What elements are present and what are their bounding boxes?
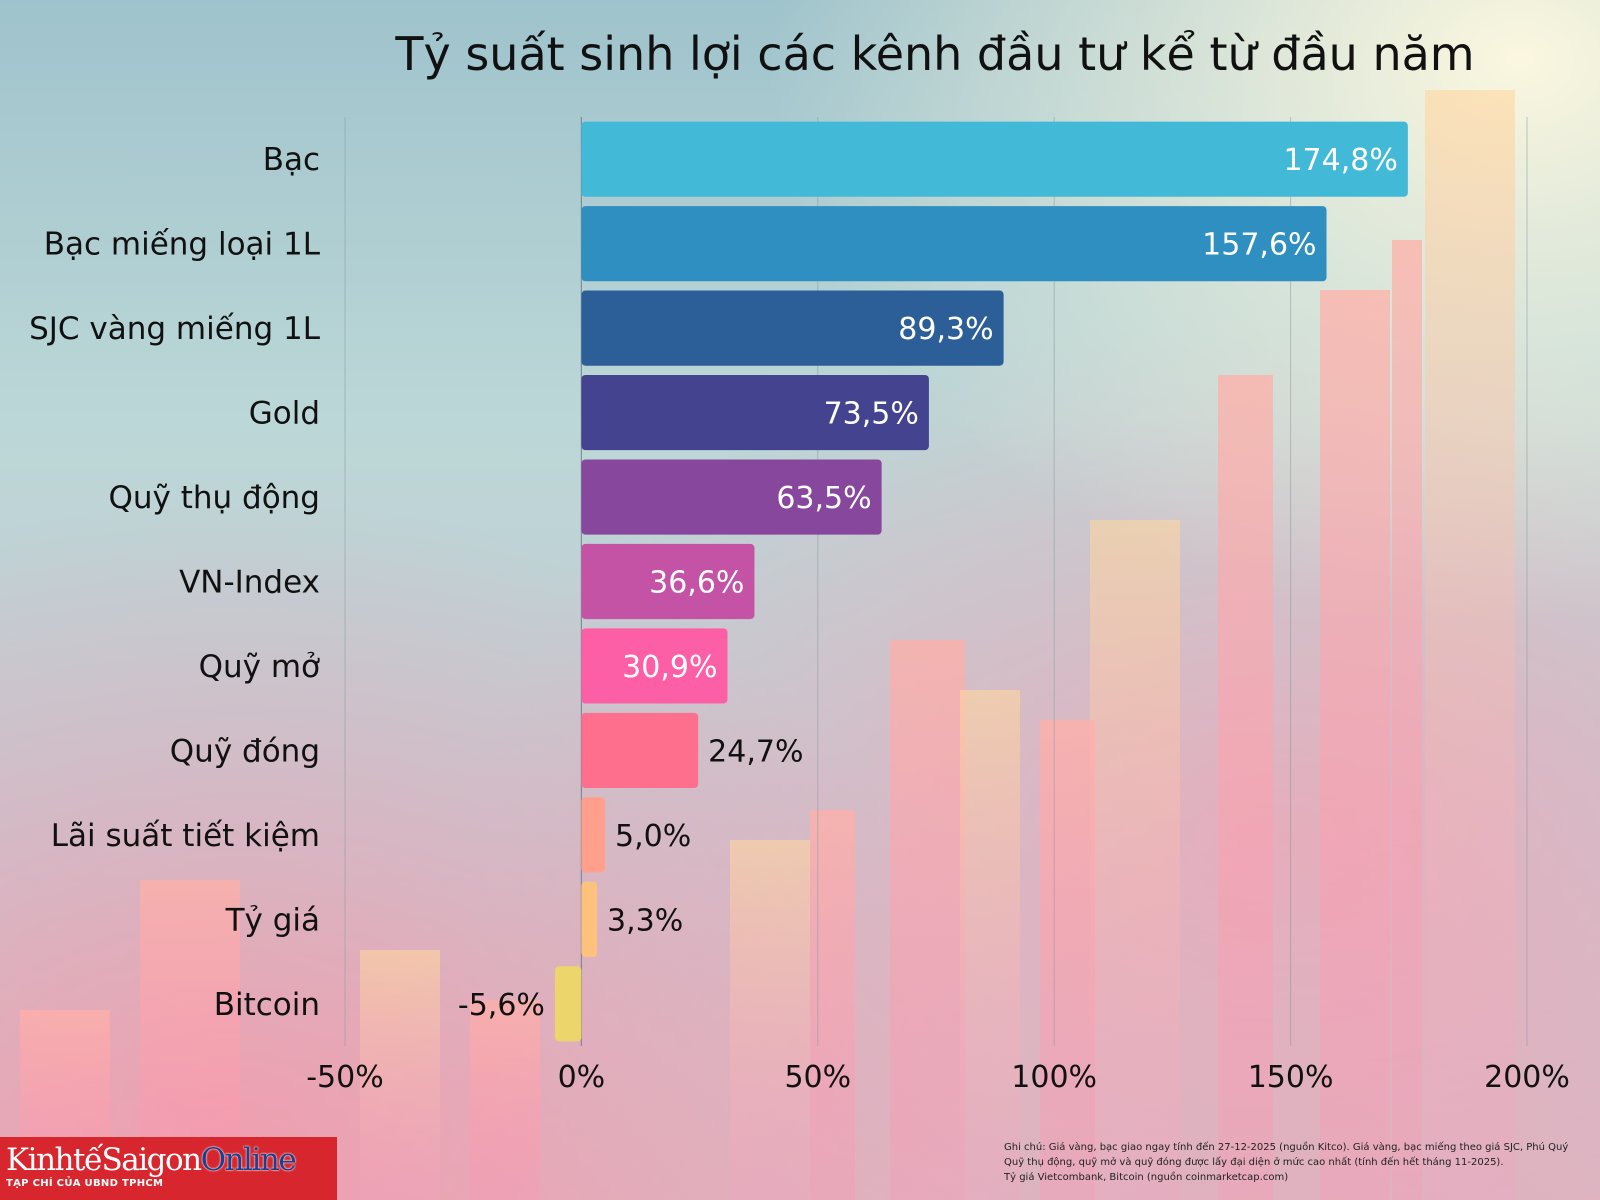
bar	[554, 966, 582, 1042]
x-tick-label: 200%	[1484, 1060, 1570, 1095]
bar	[581, 712, 699, 788]
x-tick-label: 0%	[558, 1060, 606, 1095]
bar	[581, 881, 598, 957]
source-note: Ghi chú: Giá vàng, bạc giao ngay tính đế…	[1004, 1140, 1600, 1185]
category-label: Tỷ giá	[225, 902, 320, 938]
x-tick-label: 50%	[784, 1060, 851, 1095]
logo-tagline: TẠP CHÍ CỦA UBND TPHCM	[6, 1178, 164, 1189]
bar	[581, 375, 929, 451]
bar	[581, 628, 728, 704]
chart-bars	[554, 121, 1408, 1042]
value-label: 89,3%	[898, 312, 993, 347]
category-label: Bạc miếng loại 1L	[44, 227, 321, 263]
logo-brand-part1: KinhtếSaigon	[6, 1142, 202, 1178]
category-label: Gold	[249, 396, 320, 432]
category-label: Quỹ đóng	[170, 733, 320, 769]
bar	[581, 121, 1408, 197]
value-label: 157,6%	[1202, 228, 1316, 263]
value-label: 73,5%	[824, 397, 919, 432]
bar	[581, 543, 755, 620]
chart-category-labels: Bạc Bạc miếng loại 1L SJC vàng miếng 1L Gol…	[29, 142, 321, 1023]
bar	[581, 290, 1004, 366]
chart-title: Tỷ suất sinh lợi các kênh đầu tư kể từ đ…	[394, 27, 1474, 81]
category-label: Quỹ mở	[199, 649, 320, 685]
category-label: Lãi suất tiết kiệm	[51, 818, 320, 854]
value-label: 63,5%	[776, 481, 871, 516]
bar	[581, 459, 882, 535]
value-label: 5,0%	[615, 819, 691, 854]
chart-x-axis-ticks: -50% 0% 50% 100% 150% 200%	[306, 1060, 1570, 1095]
bar	[581, 797, 606, 873]
x-tick-label: 150%	[1248, 1060, 1334, 1095]
x-tick-label: -50%	[306, 1060, 384, 1095]
logo-brand-part2: Online	[200, 1142, 297, 1178]
note-line-3: Tỷ giá Vietcombank, Bitcoin (nguồn coinm…	[1004, 1172, 1289, 1183]
x-tick-label: 100%	[1011, 1060, 1097, 1095]
logo-brand: KinhtếSaigonOnline	[6, 1143, 331, 1177]
bar	[581, 206, 1327, 282]
chart-value-labels: 174,8% 157,6% 89,3% 73,5% 63,5% 36,6% 30,9% 24,…	[458, 143, 1398, 1023]
value-label: -5,6%	[458, 988, 545, 1023]
note-line-1: Ghi chú: Giá vàng, bạc giao ngay tính đế…	[1004, 1142, 1569, 1153]
category-label: VN-Index	[179, 565, 320, 601]
value-label: 24,7%	[708, 734, 803, 769]
value-label: 174,8%	[1283, 143, 1397, 178]
value-label: 30,9%	[622, 650, 717, 685]
kinhtesaigon-online-logo: KinhtếSaigonOnline TẠP CHÍ CỦA UBND TPHC…	[0, 1137, 337, 1200]
category-label: Quỹ thụ động	[108, 480, 320, 516]
category-label: Bitcoin	[214, 987, 320, 1023]
note-line-2: Quỹ thụ động, quỹ mở và quỹ đóng được lấ…	[1004, 1157, 1504, 1168]
value-label: 3,3%	[607, 903, 683, 938]
category-label: SJC vàng miếng 1L	[29, 311, 321, 347]
category-label: Bạc	[263, 142, 320, 178]
value-label: 36,6%	[649, 566, 744, 601]
